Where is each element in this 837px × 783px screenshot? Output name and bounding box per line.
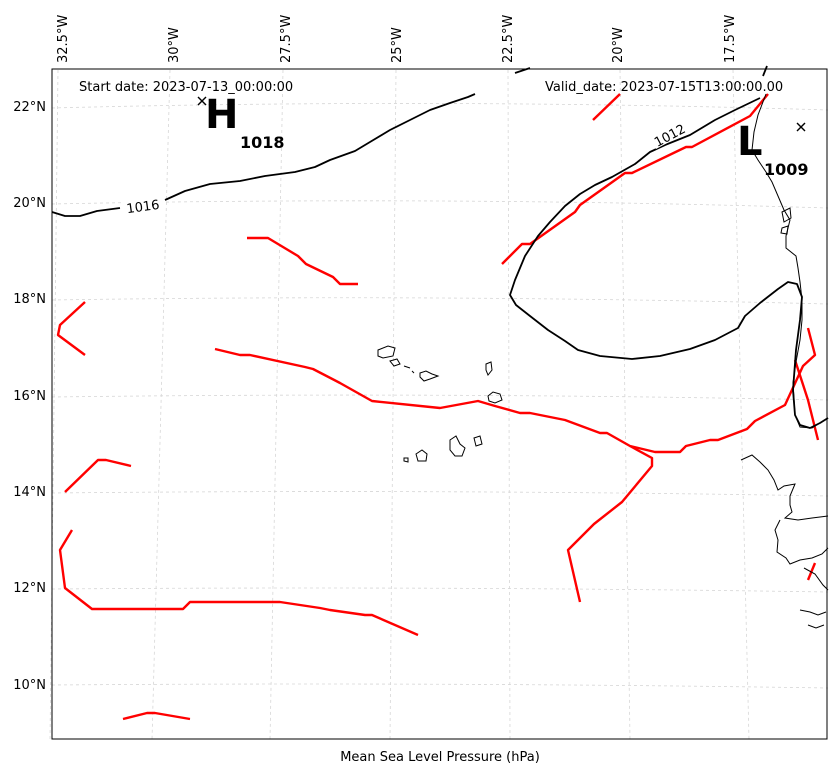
isobar-1016 bbox=[164, 93, 476, 201]
lon-tick-label: 25°W bbox=[390, 27, 405, 63]
africa-coast bbox=[751, 93, 829, 429]
valid-date: Valid_date: 2023-07-15T13:00:00.00 bbox=[545, 80, 783, 95]
low-marker-icon bbox=[796, 122, 806, 132]
trough-lines bbox=[56, 93, 820, 721]
island bbox=[485, 361, 493, 376]
island bbox=[377, 345, 396, 359]
trough-line bbox=[214, 327, 817, 454]
isobar-label-1016: 1016 bbox=[126, 198, 161, 217]
coastline bbox=[740, 93, 829, 629]
isobars bbox=[51, 65, 829, 429]
island bbox=[389, 358, 401, 367]
high-pressure-value: 1018 bbox=[240, 133, 285, 152]
lon-tick-label: 20°W bbox=[611, 27, 626, 63]
trough-line bbox=[122, 711, 191, 721]
island bbox=[403, 365, 411, 369]
trough-line bbox=[56, 301, 86, 356]
lat-tick-label: 12°N bbox=[13, 581, 46, 596]
island bbox=[487, 391, 503, 404]
lon-tick-label: 27.5°W bbox=[279, 15, 294, 63]
lon-tick-label: 32.5°W bbox=[56, 15, 71, 63]
trough-line bbox=[501, 93, 769, 265]
x-axis-label: Mean Sea Level Pressure (hPa) bbox=[340, 750, 540, 765]
island bbox=[781, 207, 792, 223]
lon-tick-label: 30°W bbox=[167, 27, 182, 63]
low-pressure-value: 1009 bbox=[764, 160, 809, 179]
island bbox=[449, 435, 466, 457]
lat-tick-label: 22°N bbox=[13, 100, 46, 115]
trough-line bbox=[592, 93, 621, 121]
island bbox=[415, 449, 428, 462]
lat-tick-label: 14°N bbox=[13, 485, 46, 500]
isobar-1016 bbox=[51, 207, 121, 217]
lat-tick-label: 16°N bbox=[13, 389, 46, 404]
trough-line bbox=[247, 236, 358, 286]
island bbox=[780, 225, 789, 235]
high-marker-icon bbox=[197, 96, 207, 106]
africa-coast bbox=[740, 454, 829, 521]
africa-coast bbox=[803, 567, 829, 591]
lat-tick-label: 18°N bbox=[13, 292, 46, 307]
island bbox=[411, 370, 415, 374]
graticule bbox=[49, 69, 829, 741]
africa-coast bbox=[774, 519, 829, 565]
plot-frame bbox=[51, 68, 828, 740]
high-pressure-symbol: H bbox=[205, 92, 238, 138]
low-pressure-symbol: L bbox=[737, 119, 763, 165]
trough-line bbox=[58, 529, 419, 637]
africa-coast bbox=[799, 609, 827, 616]
island bbox=[419, 370, 440, 382]
island bbox=[403, 457, 409, 463]
trough-line bbox=[566, 444, 654, 603]
isobar-1012 bbox=[762, 65, 768, 77]
start-date: Start date: 2023-07-13_00:00:00 bbox=[79, 80, 293, 95]
lat-tick-label: 20°N bbox=[13, 196, 46, 211]
isobar-1012 bbox=[509, 97, 829, 429]
cape-verde-islands bbox=[377, 345, 503, 463]
trough-line bbox=[806, 562, 817, 581]
lat-tick-label: 10°N bbox=[13, 678, 46, 693]
lon-tick-label: 17.5°W bbox=[723, 15, 738, 63]
trough-line bbox=[64, 458, 132, 493]
island bbox=[473, 435, 483, 447]
lon-tick-label: 22.5°W bbox=[501, 15, 516, 63]
africa-coast bbox=[807, 624, 825, 629]
